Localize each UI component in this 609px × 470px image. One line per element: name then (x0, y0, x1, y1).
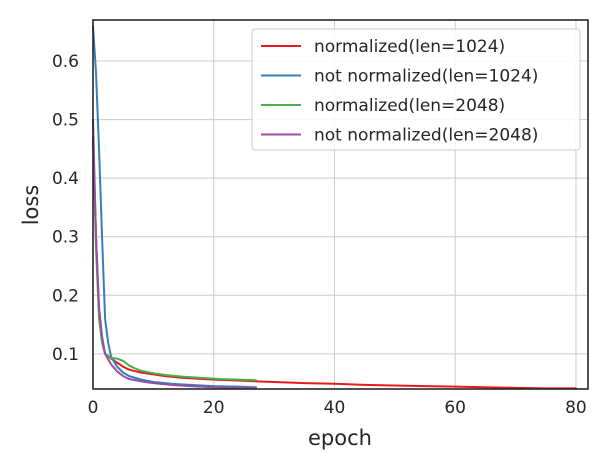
plot-frame (92, 19, 589, 390)
legend-label: not normalized(len=1024) (314, 67, 538, 87)
legend: normalized(len=1024) not normalized(len=1… (251, 28, 581, 151)
legend-label: normalized(len=1024) (314, 37, 505, 57)
series-line-4 (92, 118, 257, 389)
y-tick-label: 0.1 (52, 345, 79, 365)
y-tick-label: 0.6 (52, 52, 79, 72)
y-tick-label: 0.3 (52, 228, 79, 248)
x-tick-label: 20 (203, 398, 225, 418)
legend-box (251, 28, 581, 151)
x-tick-label: 60 (444, 398, 466, 418)
legend-label: not normalized(len=2048) (314, 126, 538, 146)
y-axis-label: loss (19, 185, 43, 226)
x-tick-label: 40 (324, 398, 346, 418)
y-tick-label: 0.5 (52, 111, 79, 131)
y-tick-label: 0.4 (52, 169, 79, 189)
x-axis-label: epoch (308, 426, 372, 450)
y-tick-label: 0.2 (52, 286, 79, 306)
series-group (92, 24, 577, 390)
x-tick-label: 0 (88, 398, 99, 418)
x-axis-ticks: 0 20 40 60 80 (88, 398, 587, 418)
legend-label: normalized(len=2048) (314, 96, 505, 116)
x-tick-label: 80 (565, 398, 587, 418)
y-axis-ticks: 0.1 0.2 0.3 0.4 0.5 0.6 (52, 52, 79, 365)
series-line-2 (92, 24, 257, 389)
